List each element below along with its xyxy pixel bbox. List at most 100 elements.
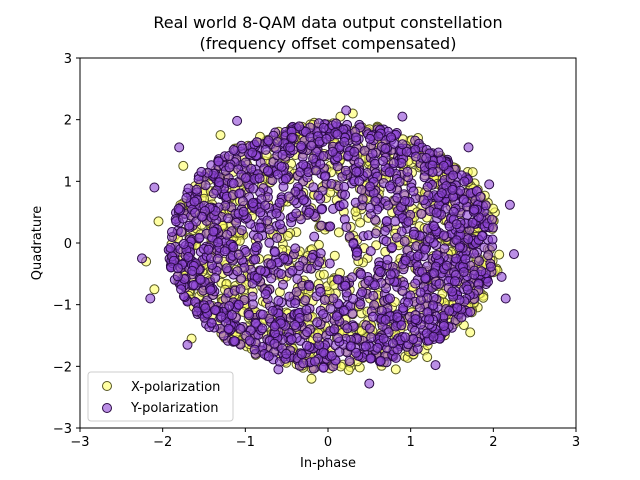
data-point-y-polarization <box>441 260 452 271</box>
x-tick-label: 1 <box>407 435 415 450</box>
data-point-y-polarization <box>208 188 219 199</box>
data-point-y-polarization <box>312 317 323 328</box>
data-point-y-polarization <box>285 142 296 153</box>
data-point-y-polarization <box>477 231 488 242</box>
data-point-y-polarization <box>263 135 274 146</box>
data-point-y-polarization <box>321 133 332 144</box>
data-point-y-polarization <box>339 137 350 147</box>
data-point-y-polarization <box>460 254 471 265</box>
data-point-y-polarization <box>509 249 519 260</box>
data-point-x-polarization <box>467 167 478 178</box>
data-point-y-polarization <box>167 227 177 237</box>
y-tick-label: 2 <box>64 114 72 129</box>
data-point-y-polarization <box>348 293 359 304</box>
data-point-y-polarization <box>257 309 268 320</box>
data-point-y-polarization <box>340 280 351 291</box>
x-tick-label: −1 <box>236 435 255 450</box>
data-point-y-polarization <box>269 338 280 349</box>
data-point-y-polarization <box>403 216 414 227</box>
data-point-y-polarization <box>357 287 368 297</box>
data-point-y-polarization <box>250 254 261 265</box>
data-point-y-polarization <box>436 188 447 199</box>
data-point-x-polarization <box>153 216 164 227</box>
data-point-y-polarization <box>264 237 275 248</box>
data-point-y-polarization <box>298 358 309 369</box>
data-point-y-polarization <box>298 159 309 170</box>
data-point-y-polarization <box>386 132 396 143</box>
data-point-y-polarization <box>274 197 285 208</box>
data-point-y-polarization <box>275 219 285 230</box>
data-point-y-polarization <box>313 190 324 201</box>
data-point-y-polarization <box>250 242 261 253</box>
data-point-y-polarization <box>294 121 305 132</box>
data-point-y-polarization <box>383 200 393 211</box>
data-point-y-polarization <box>387 242 398 253</box>
data-point-y-polarization <box>145 293 156 304</box>
data-point-y-polarization <box>196 166 207 177</box>
data-point-y-polarization <box>173 203 184 214</box>
chart-title: Real world 8-QAM data output constellati… <box>153 13 502 32</box>
data-point-y-polarization <box>419 172 430 183</box>
data-point-y-polarization <box>431 207 442 218</box>
data-point-y-polarization <box>366 332 377 343</box>
data-point-y-polarization <box>233 299 244 310</box>
x-tick-label: 3 <box>572 435 580 450</box>
data-point-y-polarization <box>194 232 205 243</box>
data-point-x-polarization <box>355 217 366 228</box>
data-point-y-polarization <box>276 161 287 172</box>
data-point-y-polarization <box>301 340 312 351</box>
data-point-y-polarization <box>298 195 309 206</box>
data-point-y-polarization <box>415 287 426 298</box>
data-point-y-polarization <box>316 220 327 231</box>
data-point-y-polarization <box>384 167 395 178</box>
data-point-y-polarization <box>284 291 295 302</box>
data-point-y-polarization <box>380 314 391 325</box>
y-axis-label: Quadrature <box>30 206 45 280</box>
data-point-x-polarization <box>333 227 344 238</box>
data-point-y-polarization <box>273 364 284 375</box>
data-point-y-polarization <box>378 333 389 344</box>
data-point-y-polarization <box>378 156 388 166</box>
data-point-y-polarization <box>342 323 353 334</box>
data-point-y-polarization <box>422 181 433 192</box>
data-point-y-polarization <box>240 157 251 168</box>
data-point-y-polarization <box>181 193 192 203</box>
data-point-y-polarization <box>381 236 392 247</box>
data-point-y-polarization <box>439 230 449 241</box>
data-point-y-polarization <box>392 312 403 323</box>
data-point-x-polarization <box>494 249 505 260</box>
data-point-y-polarization <box>402 166 413 177</box>
data-point-y-polarization <box>429 221 439 232</box>
data-point-x-polarization <box>465 327 476 338</box>
data-point-y-polarization <box>266 273 277 284</box>
data-point-y-polarization <box>397 111 408 122</box>
data-point-y-polarization <box>308 182 319 193</box>
data-point-y-polarization <box>277 149 288 160</box>
data-point-y-polarization <box>316 204 327 215</box>
data-point-y-polarization <box>428 331 439 342</box>
data-point-y-polarization <box>236 225 247 236</box>
data-point-y-polarization <box>318 309 328 320</box>
data-point-y-polarization <box>373 131 384 142</box>
data-point-y-polarization <box>400 255 411 266</box>
data-point-y-polarization <box>213 237 224 248</box>
data-point-y-polarization <box>247 299 258 310</box>
data-point-y-polarization <box>287 132 298 143</box>
x-tick-label: −3 <box>70 435 89 450</box>
data-point-y-polarization <box>348 238 359 249</box>
data-point-y-polarization <box>427 167 438 178</box>
data-point-y-polarization <box>294 313 305 323</box>
data-point-y-polarization <box>354 176 365 187</box>
data-point-x-polarization <box>215 130 226 141</box>
data-point-y-polarization <box>365 353 376 364</box>
data-point-y-polarization <box>450 276 460 287</box>
data-point-x-polarization <box>149 284 160 295</box>
data-point-y-polarization <box>191 184 202 195</box>
data-point-y-polarization <box>396 320 407 331</box>
legend-marker-y-polarization <box>102 403 112 413</box>
data-point-y-polarization <box>469 204 480 215</box>
data-point-y-polarization <box>318 362 329 373</box>
data-point-y-polarization <box>341 222 352 232</box>
data-point-y-polarization <box>351 166 362 177</box>
data-point-y-polarization <box>272 232 282 243</box>
